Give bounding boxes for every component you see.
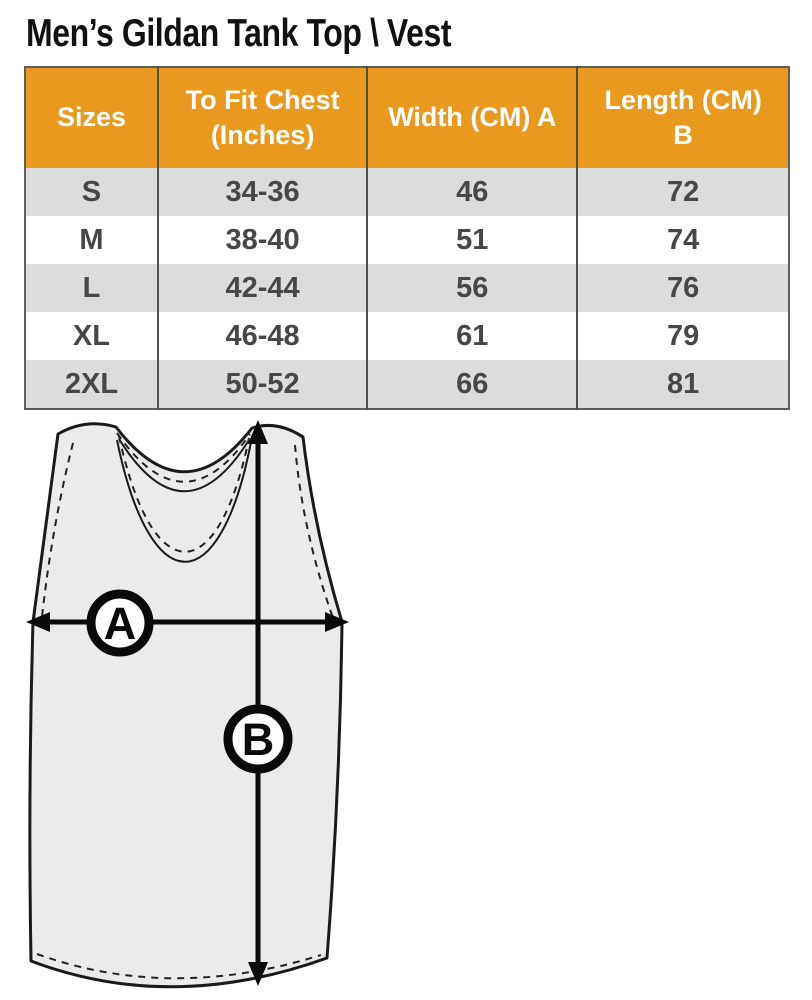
length-label: B xyxy=(242,714,275,765)
collar-stitch-dashes xyxy=(116,432,251,483)
width-arrow xyxy=(26,612,349,632)
cell-length: 79 xyxy=(576,312,789,360)
cell-chest: 34-36 xyxy=(156,168,368,216)
table-row: M 38-40 51 74 xyxy=(25,216,789,264)
tank-top-outline xyxy=(28,422,344,989)
cell-chest: 42-44 xyxy=(156,264,368,312)
header-chest: To Fit Chest (Inches) xyxy=(156,67,368,168)
table-row: XL 46-48 61 79 xyxy=(25,312,789,360)
cell-size: M xyxy=(79,223,104,256)
cell-size: L xyxy=(82,271,101,304)
table-row: L 42-44 56 76 xyxy=(25,264,789,312)
width-label-badge: A xyxy=(86,589,154,657)
tank-top-measurement-diagram: A B xyxy=(0,408,380,1000)
cell-width: 56 xyxy=(366,264,578,312)
cell-chest: 46-48 xyxy=(156,312,368,360)
cell-chest: 50-52 xyxy=(156,360,368,409)
cell-width: 61 xyxy=(366,312,578,360)
page-title: Men’s Gildan Tank Top \ Vest xyxy=(26,12,452,55)
length-label-badge: B xyxy=(223,704,293,774)
width-label: A xyxy=(104,598,137,649)
cell-chest: 38-40 xyxy=(156,216,368,264)
cell-size: S xyxy=(81,175,102,208)
front-scoop-line xyxy=(116,439,252,563)
cell-length: 76 xyxy=(576,264,789,312)
table-row: S 34-36 46 72 xyxy=(25,168,789,216)
collar-inner-line xyxy=(118,438,250,493)
table-row: 2XL 50-52 66 81 xyxy=(25,360,789,409)
cell-size: 2XL xyxy=(64,367,119,400)
size-chart-table: Sizes To Fit Chest (Inches) Width (CM) A… xyxy=(24,66,790,410)
cell-length: 72 xyxy=(576,168,789,216)
cell-length: 74 xyxy=(576,216,789,264)
header-sizes: Sizes xyxy=(25,67,158,168)
header-length: Length (CM) B xyxy=(576,67,789,168)
front-scoop-stitch-dashes xyxy=(118,435,250,553)
cell-width: 66 xyxy=(366,360,578,409)
length-arrow xyxy=(248,420,268,986)
cell-width: 46 xyxy=(366,168,578,216)
cell-size: XL xyxy=(72,319,110,352)
header-width: Width (CM) A xyxy=(366,67,578,168)
cell-width: 51 xyxy=(366,216,578,264)
table-header-row: Sizes To Fit Chest (Inches) Width (CM) A… xyxy=(25,67,789,168)
cell-length: 81 xyxy=(576,360,789,409)
hem-stitch-dashes xyxy=(36,953,322,980)
